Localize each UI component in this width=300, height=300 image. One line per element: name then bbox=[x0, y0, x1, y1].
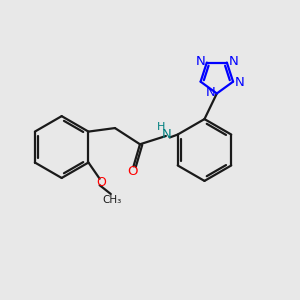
Text: N: N bbox=[235, 76, 244, 89]
Text: N: N bbox=[162, 128, 172, 141]
Text: CH₃: CH₃ bbox=[103, 195, 122, 205]
Text: N: N bbox=[229, 56, 238, 68]
Text: N: N bbox=[195, 56, 205, 68]
Text: O: O bbox=[127, 165, 137, 178]
Text: O: O bbox=[96, 176, 106, 189]
Text: H: H bbox=[156, 122, 165, 132]
Text: N: N bbox=[206, 86, 215, 99]
